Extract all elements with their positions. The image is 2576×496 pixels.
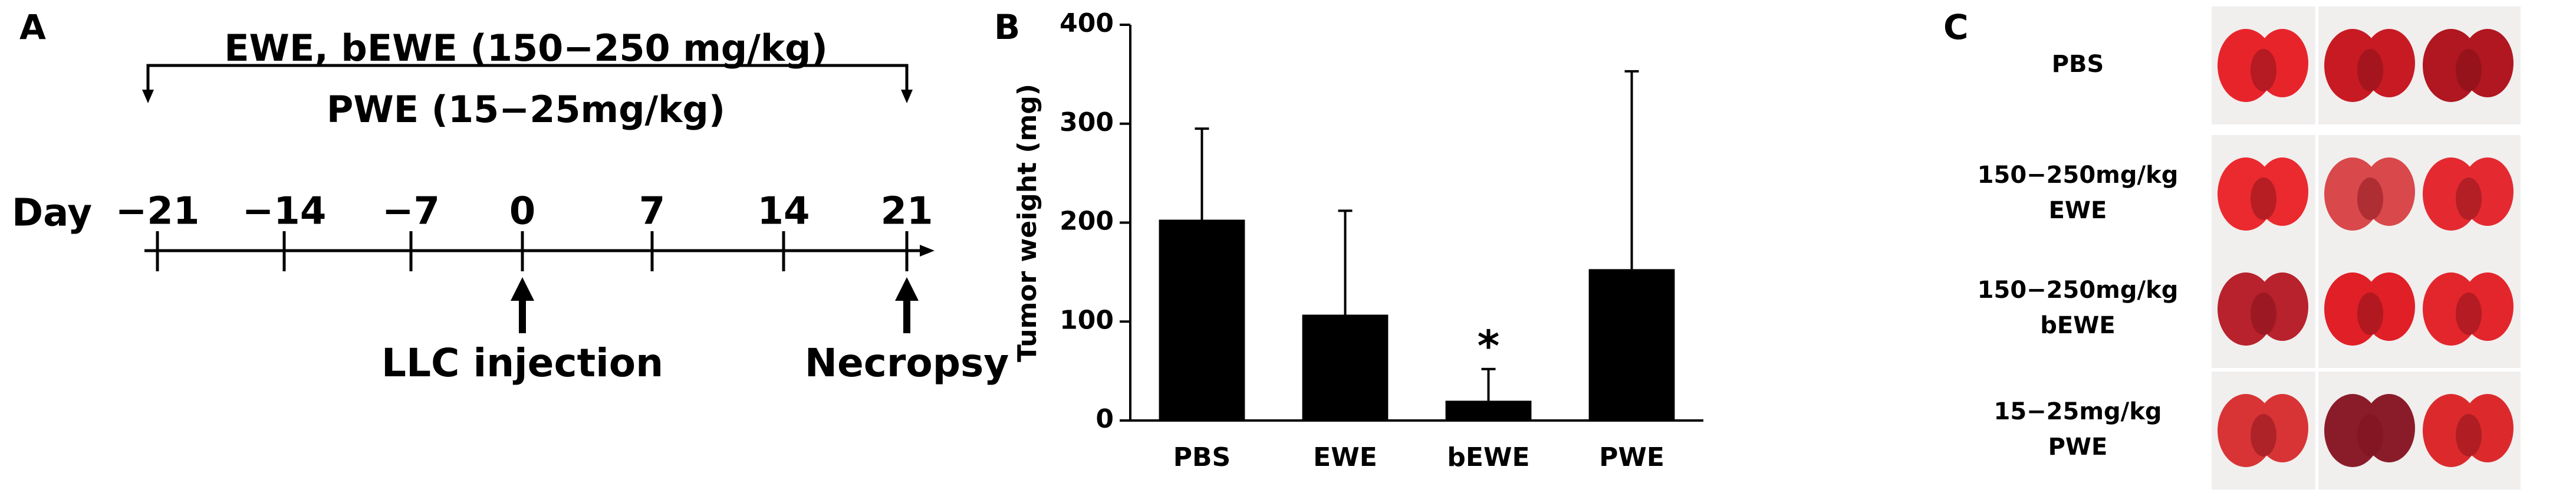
lung-shade [2456,178,2482,220]
lung-shade [2251,414,2276,456]
lung-shade [2357,293,2383,335]
row-label: 15−25mg/kg [1994,398,2162,425]
panel-label: B [994,7,1020,47]
day-label: 7 [639,190,666,234]
day-label: −7 [382,190,440,234]
lung-shade [2456,49,2482,91]
event-label: LLC injection [381,340,663,386]
y-tick-label: 0 [1095,404,1114,434]
lung-lobe [2256,272,2308,341]
lung-lobe [2363,157,2415,226]
significance-label: * [1478,321,1500,370]
bracket [146,64,909,94]
x-tick-label: EWE [1313,442,1377,472]
arrowhead [142,90,154,103]
lung-lobe [2363,394,2415,462]
lung-lobe [2462,29,2514,97]
day-label: 0 [509,190,536,234]
y-tick-label: 100 [1060,305,1114,335]
day-label: −21 [116,190,200,234]
lung-lobe [2363,29,2415,97]
day-label: 14 [757,190,810,234]
lung-lobe [2363,272,2415,341]
day-label: 21 [880,190,933,234]
x-tick-label: PWE [1599,442,1664,472]
panel-label: A [19,7,46,47]
lung-lobe [2462,394,2514,462]
row-label: 150−250mg/kg [1978,277,2179,304]
panel-b: B Tumor weight (mg) 0 100 200 300 400 PBS EWE b… [994,7,1703,472]
row-label: PWE [2048,433,2108,461]
lung-shade [2357,414,2383,456]
row-label: PBS [2052,51,2104,78]
lung-lobe [2462,157,2514,226]
bracket-label: PWE (15−25mg/kg) [327,88,725,131]
day-label: −14 [242,190,327,234]
x-tick-label: bEWE [1447,442,1529,472]
y-tick-label: 400 [1060,8,1114,38]
panel-a: A EWE, bEWE (150−250 mg/kg) PWE (15−25mg… [12,7,1009,386]
axis-title: Day [12,192,92,235]
lung-lobe [2256,394,2308,462]
lung-shade [2357,178,2383,220]
lung-shade [2456,414,2482,456]
panel-c: C PBS 150−250mg/kg EWE 150−250mg/kg bEWE 15−2… [1943,6,2521,490]
y-tick-label: 200 [1060,206,1114,236]
y-tick-label: 300 [1060,107,1114,137]
arrowhead [895,277,919,301]
panel-label: C [1943,7,1969,47]
bar [1588,269,1675,421]
bar [1159,219,1245,421]
lung-shade [2251,293,2276,335]
row-label: 150−250mg/kg [1978,162,2179,189]
lung-shade [2357,49,2383,91]
arrowhead [901,90,913,103]
lung-lobe [2256,157,2308,226]
arrowhead [511,277,534,301]
lung-lobe [2256,29,2308,97]
row-label: EWE [2049,197,2107,224]
lung-shade [2456,293,2482,335]
lung-lobe [2462,272,2514,341]
y-axis-title: Tumor weight (mg) [1012,84,1042,362]
x-tick-label: PBS [1173,442,1231,472]
event-label: Necropsy [805,340,1009,386]
day-ticks: −21 −14 −7 0 7 14 21 [116,190,933,271]
lung-shade [2251,49,2276,91]
bar [1302,314,1389,421]
bracket-label: EWE, bEWE (150−250 mg/kg) [224,27,828,70]
lung-shade [2251,178,2276,220]
row-label: bEWE [2040,312,2115,339]
arrowhead [920,245,935,257]
bar [1445,400,1532,421]
